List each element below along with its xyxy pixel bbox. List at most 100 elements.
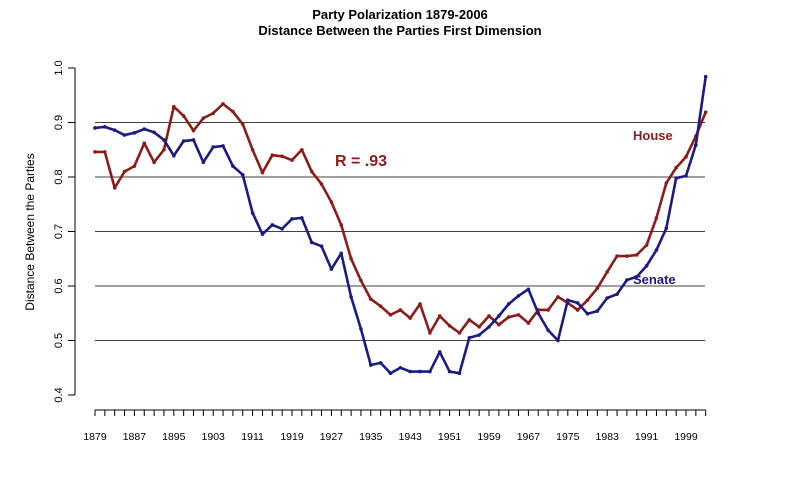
data-point-senate xyxy=(270,223,275,227)
data-point-senate xyxy=(437,350,442,354)
data-point-senate xyxy=(359,327,363,331)
data-point-senate xyxy=(280,226,284,231)
correlation-annotation: R = .93 xyxy=(335,153,387,170)
data-point-house xyxy=(319,182,324,186)
x-tick-label: 1903 xyxy=(202,431,226,443)
data-point-senate xyxy=(152,130,156,135)
data-point-senate xyxy=(181,139,186,143)
data-point-senate xyxy=(369,363,373,367)
data-point-senate xyxy=(221,144,225,148)
chart-subtitle: Distance Between the Parties First Dimen… xyxy=(258,23,541,38)
x-tick-label: 1967 xyxy=(517,431,541,443)
data-point-house xyxy=(339,223,344,227)
data-point-senate xyxy=(211,145,215,149)
data-point-senate xyxy=(694,143,698,147)
x-tick-label: 1919 xyxy=(280,431,304,443)
data-point-senate xyxy=(260,232,265,237)
data-point-house xyxy=(349,256,353,261)
data-point-house xyxy=(122,169,127,174)
data-point-house xyxy=(181,114,186,118)
data-point-senate xyxy=(349,295,353,299)
data-point-senate xyxy=(378,361,383,365)
data-point-senate xyxy=(477,333,481,337)
data-point-senate xyxy=(172,153,176,158)
data-point-house xyxy=(575,308,580,312)
data-point-senate xyxy=(231,164,235,168)
x-tick-label: 1895 xyxy=(162,431,186,443)
data-point-senate xyxy=(703,74,708,79)
data-point-house xyxy=(556,295,560,299)
data-point-house xyxy=(703,110,708,114)
x-tick-label: 1983 xyxy=(596,431,620,443)
data-point-senate xyxy=(556,338,560,343)
chart-title: Party Polarization 1879-2006 xyxy=(312,7,488,22)
data-point-senate xyxy=(122,133,127,137)
data-point-senate xyxy=(644,264,649,268)
data-point-house xyxy=(664,181,669,185)
data-point-house xyxy=(152,160,156,165)
data-point-house xyxy=(260,170,265,175)
data-point-house xyxy=(142,141,147,146)
x-tick-label: 1927 xyxy=(320,431,344,443)
data-point-senate xyxy=(300,216,304,220)
data-point-house xyxy=(684,155,688,159)
data-point-senate xyxy=(516,294,521,298)
data-point-house xyxy=(231,109,235,114)
data-point-house xyxy=(437,314,442,318)
data-point-house xyxy=(250,147,255,152)
data-point-senate xyxy=(142,127,147,131)
data-point-senate xyxy=(506,302,511,306)
legend-senate-label: Senate xyxy=(633,272,676,287)
x-tick-label: 1879 xyxy=(83,431,107,443)
data-point-senate xyxy=(191,138,196,142)
data-point-house xyxy=(309,169,314,174)
data-point-house xyxy=(112,186,117,190)
y-tick-label: 0.5 xyxy=(53,333,65,348)
series-line-house xyxy=(95,102,707,335)
data-point-house xyxy=(329,200,334,204)
y-axis-label: Distance Between the Parties xyxy=(23,153,37,310)
data-point-house xyxy=(369,297,373,301)
data-point-house xyxy=(201,116,206,120)
data-point-senate xyxy=(319,244,324,249)
data-point-house xyxy=(408,316,413,320)
data-point-house xyxy=(378,304,383,308)
data-point-senate xyxy=(398,365,403,370)
data-point-house xyxy=(516,313,521,317)
data-point-senate xyxy=(634,274,639,279)
data-point-house xyxy=(398,308,403,312)
data-point-senate xyxy=(497,314,501,318)
x-tick-label: 1943 xyxy=(399,431,423,443)
data-point-house xyxy=(654,216,659,220)
data-point-house xyxy=(644,243,649,247)
data-point-senate xyxy=(674,176,678,180)
data-point-senate xyxy=(467,335,472,340)
data-point-house xyxy=(428,331,432,335)
y-tick-label: 0.6 xyxy=(53,278,65,293)
x-tick-label: 1951 xyxy=(438,431,462,443)
data-point-house xyxy=(388,313,393,317)
data-point-senate xyxy=(93,126,97,130)
data-point-house xyxy=(467,317,472,322)
x-tick-label: 1935 xyxy=(359,431,383,443)
data-point-house xyxy=(497,322,501,327)
data-point-senate xyxy=(418,369,422,374)
data-point-senate xyxy=(201,160,206,165)
data-point-house xyxy=(605,270,609,274)
x-tick-label: 1911 xyxy=(241,431,264,443)
data-point-house xyxy=(487,314,491,318)
data-point-house xyxy=(103,150,107,154)
data-point-senate xyxy=(615,292,619,296)
data-point-house xyxy=(595,286,600,290)
data-point-senate xyxy=(566,298,570,302)
data-point-senate xyxy=(112,128,117,132)
data-point-senate xyxy=(536,311,541,316)
data-point-house xyxy=(418,302,422,306)
y-tick-label: 0.9 xyxy=(53,115,65,130)
data-point-house xyxy=(447,323,452,328)
data-point-senate xyxy=(684,174,688,178)
data-point-senate xyxy=(132,131,137,135)
data-point-senate xyxy=(408,369,413,374)
data-point-house xyxy=(211,111,215,116)
